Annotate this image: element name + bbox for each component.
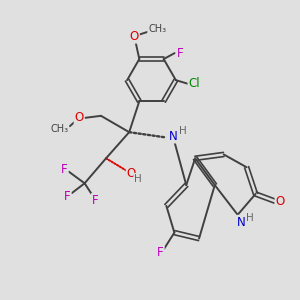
Text: F: F [64, 190, 71, 202]
Text: F: F [157, 246, 164, 259]
Text: H: H [179, 126, 187, 136]
Text: H: H [246, 213, 254, 224]
Text: CH₃: CH₃ [148, 24, 166, 34]
Text: Cl: Cl [188, 77, 200, 90]
Text: O: O [75, 111, 84, 124]
Text: N: N [237, 216, 246, 229]
Text: F: F [61, 163, 68, 176]
Text: F: F [92, 194, 98, 207]
Text: F: F [177, 46, 183, 60]
Text: O: O [127, 167, 136, 180]
Text: H: H [134, 174, 142, 184]
Text: O: O [276, 195, 285, 208]
Text: CH₃: CH₃ [50, 124, 68, 134]
Text: N: N [169, 130, 177, 142]
Text: O: O [130, 30, 139, 43]
